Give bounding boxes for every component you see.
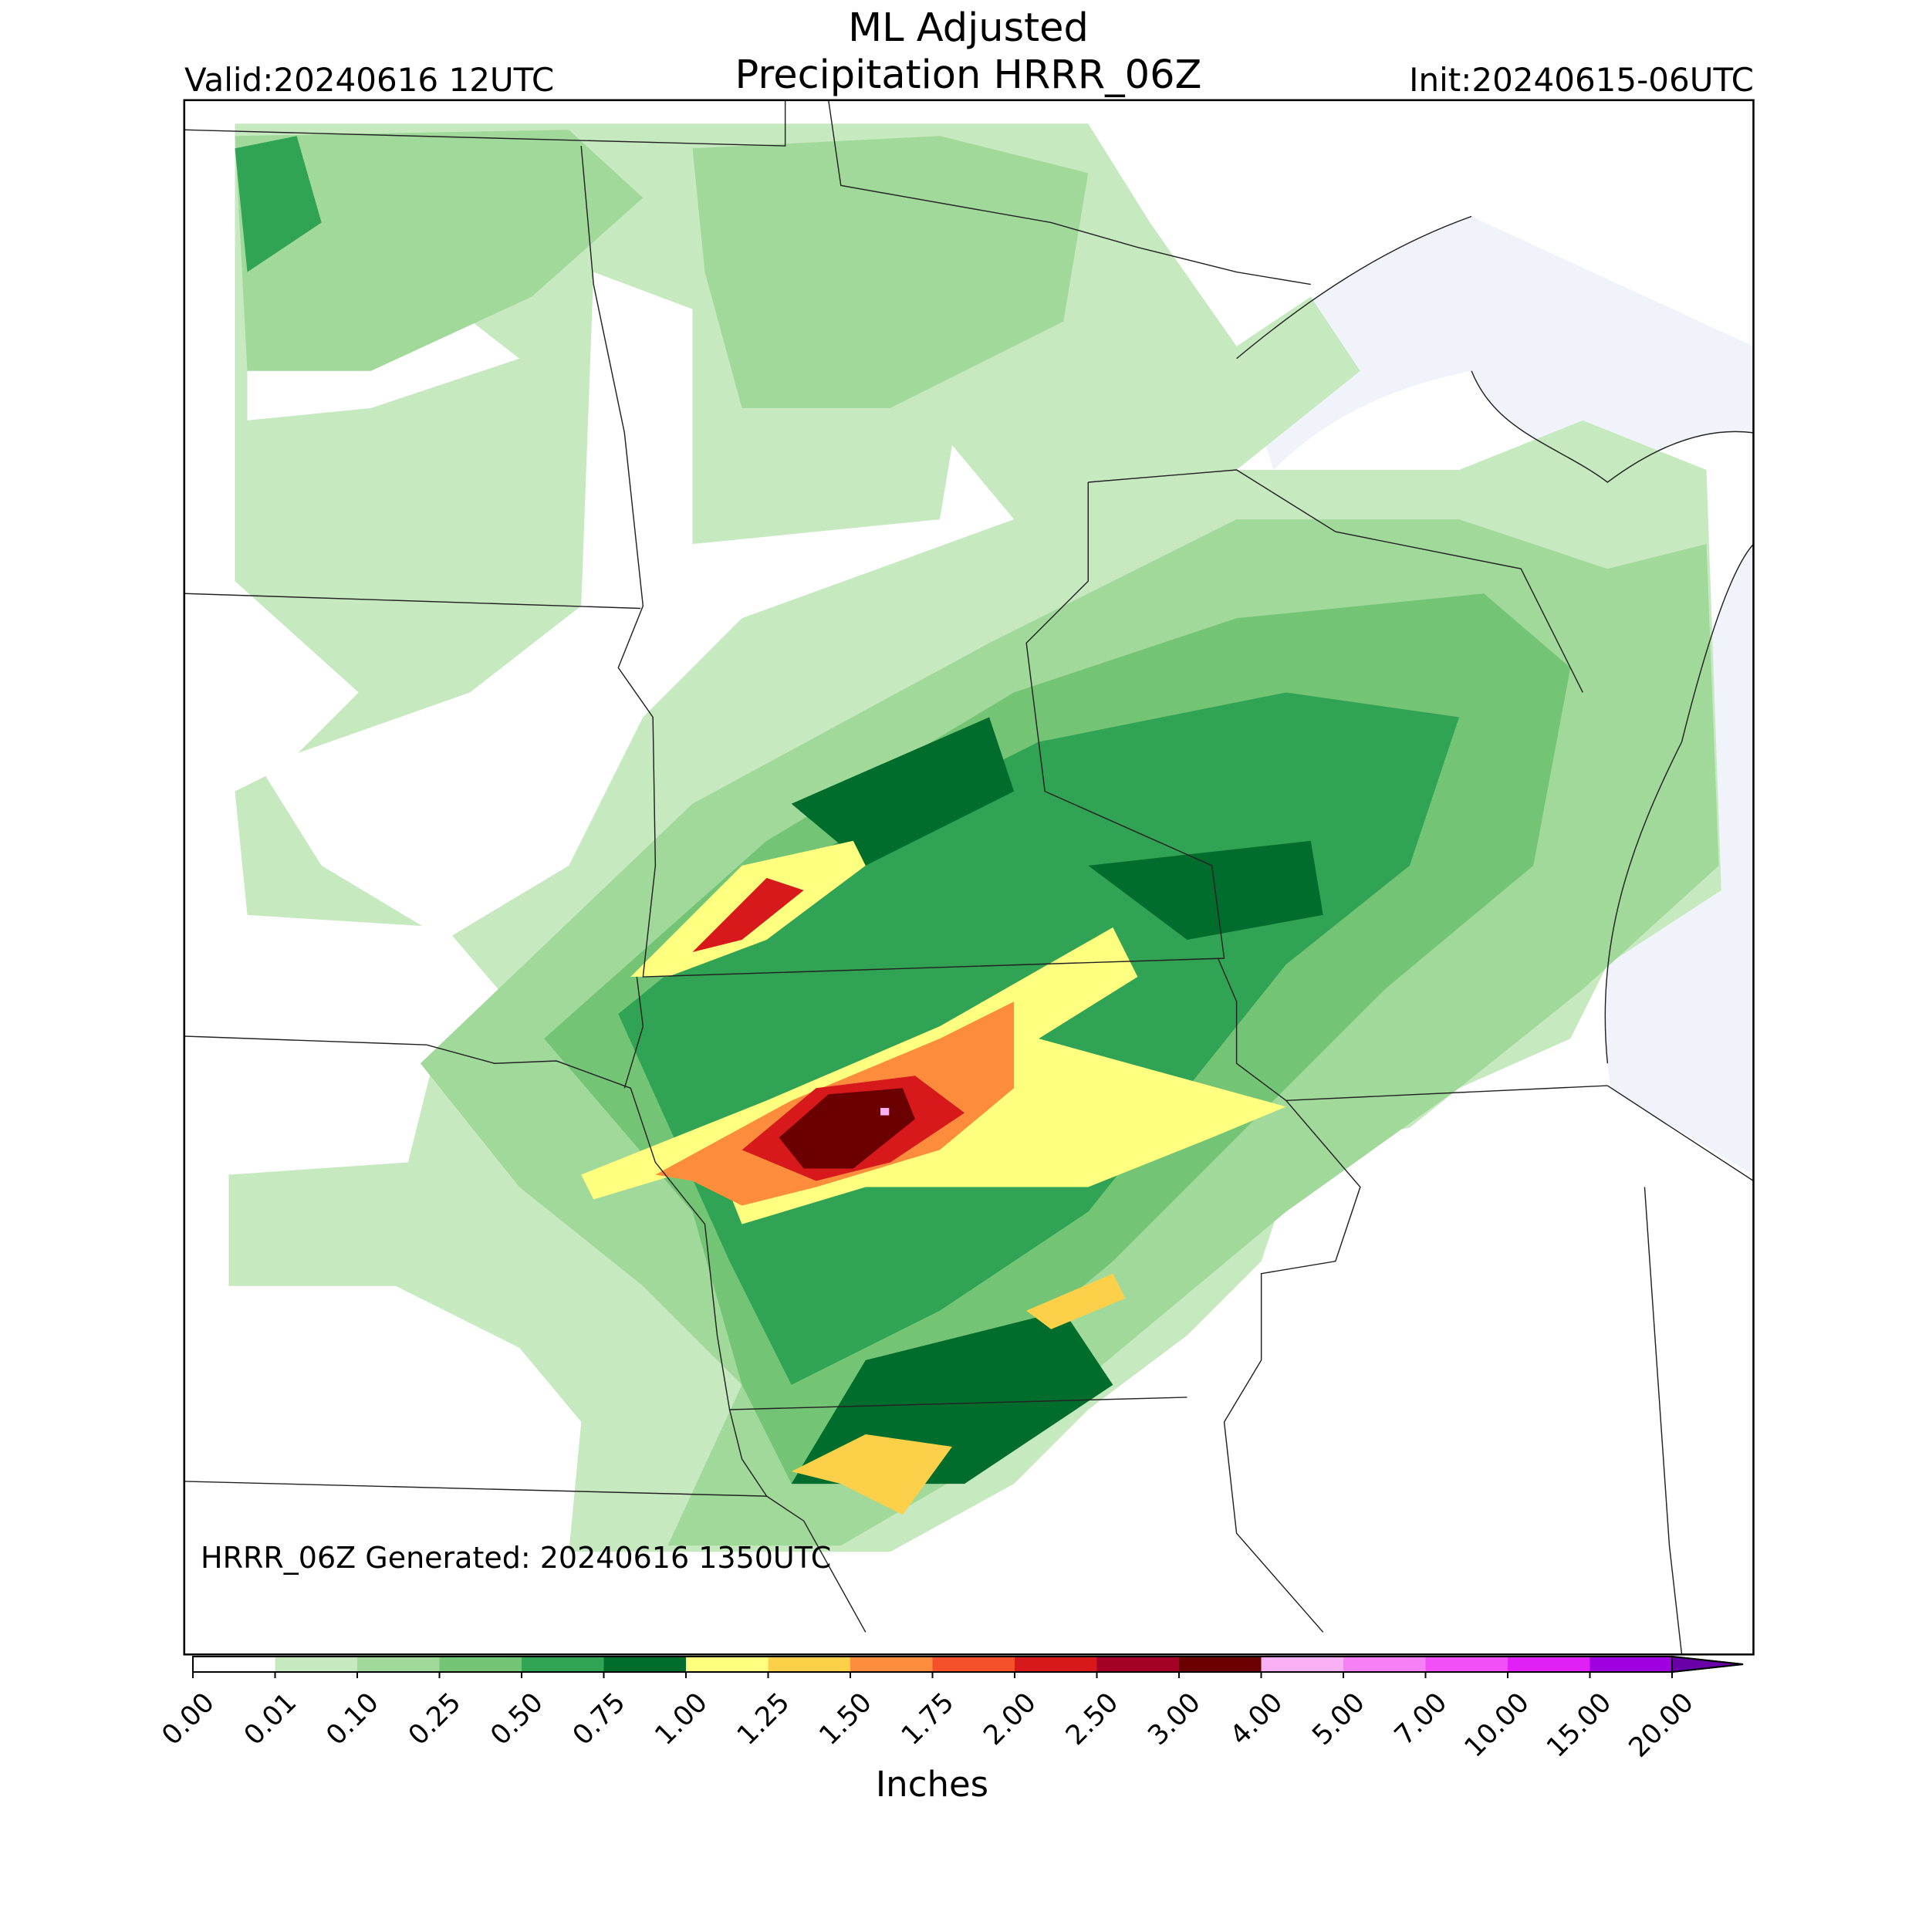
- colorbar-tick-label: 1.75: [896, 1687, 960, 1751]
- colorbar-segment: [768, 1657, 850, 1672]
- precip-area: [791, 1434, 953, 1515]
- title-line: Precipitation HRRR_06Z: [735, 52, 1202, 98]
- precip-area: [1088, 840, 1323, 940]
- precip-area: [235, 130, 644, 371]
- colorbar-segment: [932, 1657, 1015, 1672]
- colorbar-segment: [850, 1657, 933, 1672]
- map-layers: [184, 100, 1754, 1655]
- colorbar-segment: [1179, 1657, 1262, 1672]
- colorbar-segment: [1425, 1657, 1508, 1672]
- colorbar-segment: [1015, 1657, 1097, 1672]
- precip-area: [1026, 1273, 1126, 1329]
- colorbar-tick-label: 4.00: [1225, 1687, 1289, 1751]
- colorbar-tick-label: 0.50: [485, 1687, 549, 1751]
- colorbar-tick-label: 1.50: [814, 1687, 878, 1751]
- colorbar-segment: [439, 1657, 522, 1672]
- lake: [1236, 216, 1754, 483]
- colorbar-label: Inches: [876, 1764, 988, 1805]
- dry-area: [184, 1285, 582, 1552]
- generated-note: HRRR_06Z Generated: 20240616 1350UTC: [201, 1541, 831, 1575]
- map-frame: [183, 99, 1755, 1656]
- colorbar-tick-label: 0.01: [238, 1687, 302, 1751]
- precip-area: [880, 1107, 890, 1116]
- colorbar-tick-label: 3.00: [1143, 1687, 1207, 1751]
- dry-area: [989, 1088, 1754, 1655]
- colorbar-segment: [686, 1657, 769, 1672]
- dry-area: [259, 272, 1015, 940]
- map: [183, 99, 1755, 1656]
- precip-area: [692, 877, 804, 953]
- colorbar-tick-label: 10.00: [1459, 1687, 1535, 1764]
- colorbar-segment: [1589, 1657, 1672, 1672]
- colorbar-tick-label: 15.00: [1541, 1687, 1617, 1764]
- precip-area: [235, 136, 322, 272]
- title-line: ML Adjusted: [848, 5, 1089, 51]
- precip-area: [692, 136, 1089, 408]
- colorbar-segment: [275, 1657, 357, 1672]
- colorbar-tick-label: 1.25: [731, 1687, 796, 1751]
- colorbar-tick-label: 0.00: [157, 1687, 221, 1751]
- colorbar-segment: [1261, 1657, 1343, 1672]
- colorbar-segment: [522, 1657, 604, 1672]
- colorbar-segment: [357, 1657, 440, 1672]
- colorbar-tick-label: 20.00: [1623, 1687, 1700, 1764]
- colorbar-tick-label: 2.00: [978, 1687, 1042, 1751]
- colorbar-segment: [1096, 1657, 1179, 1672]
- colorbar-outline: [192, 1656, 1744, 1673]
- boundary: [184, 100, 1754, 1655]
- colorbar-tick-label: 5.00: [1307, 1687, 1371, 1751]
- colorbar-segment: [1508, 1657, 1590, 1672]
- colorbar-tick-label: 7.00: [1389, 1687, 1453, 1751]
- colorbar-tick-label: 0.75: [567, 1687, 631, 1751]
- colorbar-segment: [1343, 1657, 1426, 1672]
- colorbar-extend: [1671, 1655, 1744, 1674]
- colorbar-tick-label: 2.50: [1060, 1687, 1124, 1751]
- coastline: [1236, 215, 1754, 1064]
- colorbar-segment: [603, 1657, 686, 1672]
- colorbar-segment: [193, 1657, 275, 1672]
- precip-area: [791, 717, 1015, 866]
- colorbar: 0.00 0.01 0.10 0.25 0.50 0.75 1.00 1.25 1.50 1.75…: [157, 1655, 1744, 1764]
- colorbar-tick-label: 1.00: [650, 1687, 714, 1751]
- colorbar-tick-label: 0.10: [321, 1687, 385, 1751]
- init-time: Init:20240615-06UTC: [1409, 61, 1754, 99]
- valid-time: Valid:20240616 12UTC: [184, 61, 554, 99]
- colorbar-tick-label: 0.25: [403, 1687, 467, 1751]
